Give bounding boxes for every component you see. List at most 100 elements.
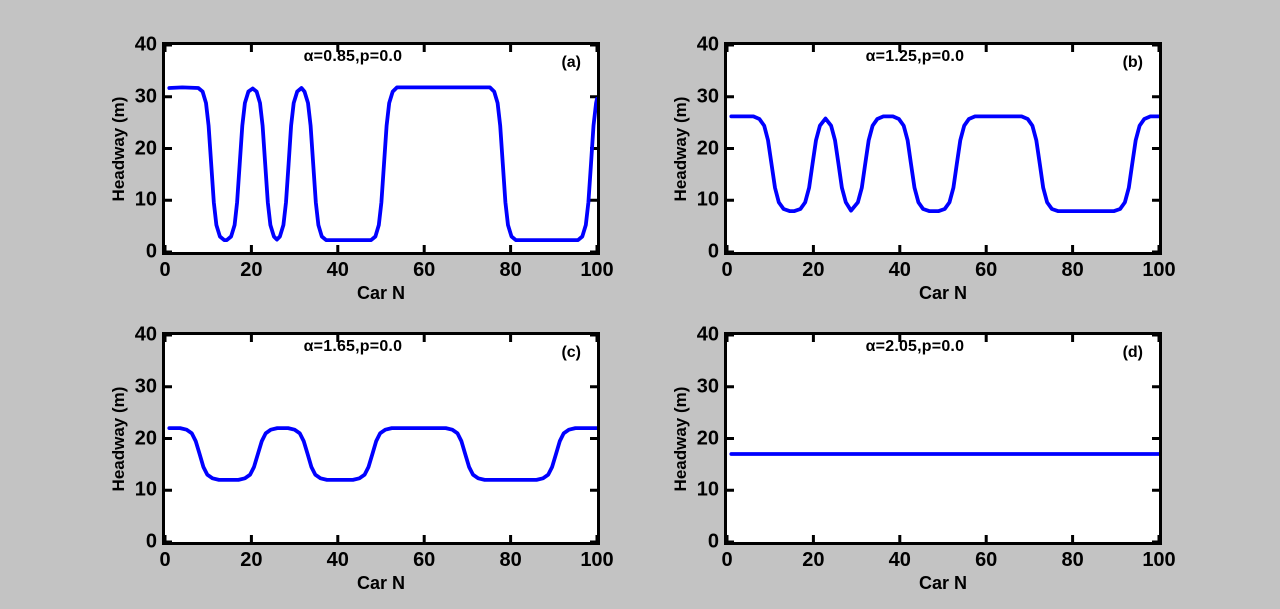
tick-mark <box>1152 540 1159 542</box>
y-tick-label: 10 <box>696 188 719 211</box>
tick-mark <box>1071 245 1075 252</box>
tick-mark <box>898 45 902 52</box>
tick-mark <box>727 437 734 440</box>
tick-mark <box>811 45 815 52</box>
tick-mark <box>727 45 729 52</box>
plot-canvas-d <box>727 335 1159 542</box>
headway-line <box>167 85 597 243</box>
tick-mark <box>1152 385 1159 389</box>
tick-mark <box>165 198 172 202</box>
tick-mark <box>590 95 597 99</box>
y-tick-label: 30 <box>696 85 719 108</box>
tick-mark <box>1157 45 1159 52</box>
x-tick-label: 100 <box>580 549 614 571</box>
tick-mark <box>336 535 340 542</box>
x-tick-label: 100 <box>1142 259 1176 281</box>
x-tick-label: 60 <box>413 549 436 571</box>
axes-a: α=0.85,p=0.0 (a) <box>162 42 600 255</box>
x-tick-label: 40 <box>326 549 349 571</box>
x-tick-label: 60 <box>413 259 436 281</box>
tick-mark <box>727 535 729 542</box>
tick-mark <box>590 335 597 337</box>
x-tick-label: 40 <box>326 259 349 281</box>
x-axis-label: Car N <box>356 283 406 303</box>
tick-mark <box>984 535 988 542</box>
x-tick-label: 0 <box>721 259 733 281</box>
tick-mark <box>249 335 253 342</box>
y-tick-label: 30 <box>696 375 719 398</box>
tick-mark <box>165 245 167 252</box>
y-tick-label: 0 <box>707 240 719 263</box>
tick-mark <box>898 535 902 542</box>
y-tick-label: 20 <box>696 427 719 449</box>
tick-mark <box>249 245 253 252</box>
x-tick-label: 20 <box>802 549 825 571</box>
tick-mark <box>727 488 734 492</box>
subplot-d: α=2.05,p=0.0 (d) Car N Headway (m) 0 20 40… <box>640 304 1280 608</box>
tick-mark <box>1152 95 1159 99</box>
plot-title: α=1.25,p=0.0 <box>865 48 965 65</box>
tick-mark <box>249 45 253 52</box>
tick-mark <box>336 245 340 252</box>
y-tick-label: 40 <box>696 33 719 56</box>
subplot-b: α=1.25,p=0.0 (b) Car N Headway (m) 0 20 40… <box>640 0 1280 304</box>
x-tick-label: 80 <box>499 549 522 571</box>
x-tick-label: 0 <box>159 259 171 281</box>
y-tick-label: 10 <box>134 478 157 501</box>
plot-canvas-c <box>165 335 597 542</box>
tick-mark <box>727 245 729 252</box>
tick-mark <box>1152 147 1159 150</box>
plot-title: α=0.85,p=0.0 <box>303 48 403 65</box>
x-tick-label: 80 <box>499 259 522 281</box>
tick-mark <box>165 335 167 342</box>
tick-mark <box>595 45 597 52</box>
tick-mark <box>898 335 902 342</box>
tick-mark <box>165 45 172 47</box>
tick-mark <box>165 540 172 542</box>
tick-mark <box>727 147 734 150</box>
tick-mark <box>165 147 172 150</box>
tick-mark <box>590 540 597 542</box>
x-tick-label: 20 <box>240 259 263 281</box>
y-tick-label: 10 <box>696 478 719 501</box>
x-tick-label: 20 <box>240 549 263 571</box>
tick-mark <box>509 245 513 252</box>
headway-line <box>729 114 1159 214</box>
tick-mark <box>811 245 815 252</box>
tick-mark <box>1157 535 1159 542</box>
x-tick-label: 0 <box>159 549 171 571</box>
tick-mark <box>727 385 734 389</box>
tick-mark <box>727 335 734 337</box>
panel-letter: (c) <box>561 344 581 361</box>
y-tick-label: 40 <box>696 323 719 346</box>
tick-mark <box>165 535 167 542</box>
y-tick-label: 40 <box>134 323 157 346</box>
tick-mark <box>590 385 597 389</box>
tick-mark <box>590 437 597 440</box>
tick-mark <box>1071 45 1075 52</box>
tick-mark <box>165 385 172 389</box>
subplot-c: α=1.65,p=0.0 (c) Car N Headway (m) 0 20 40… <box>0 304 640 608</box>
panel-letter: (d) <box>1122 344 1143 361</box>
x-axis-label: Car N <box>356 573 406 593</box>
y-tick-label: 0 <box>707 530 719 553</box>
tick-mark <box>165 250 172 252</box>
x-tick-label: 20 <box>802 259 825 281</box>
tick-mark <box>898 245 902 252</box>
tick-mark <box>590 250 597 252</box>
x-tick-label: 80 <box>1061 549 1084 571</box>
x-axis-label: Car N <box>918 573 968 593</box>
tick-mark <box>165 45 167 52</box>
tick-mark <box>509 45 513 52</box>
tick-mark <box>1157 245 1159 252</box>
panel-letter: (b) <box>1122 54 1143 71</box>
tick-mark <box>422 535 426 542</box>
tick-mark <box>984 45 988 52</box>
tick-mark <box>811 335 815 342</box>
tick-mark <box>727 540 734 542</box>
plot-title: α=1.65,p=0.0 <box>303 338 403 355</box>
x-tick-label: 40 <box>888 259 911 281</box>
tick-mark <box>165 437 172 440</box>
plot-canvas-b <box>727 45 1159 252</box>
headway-line <box>167 426 597 482</box>
